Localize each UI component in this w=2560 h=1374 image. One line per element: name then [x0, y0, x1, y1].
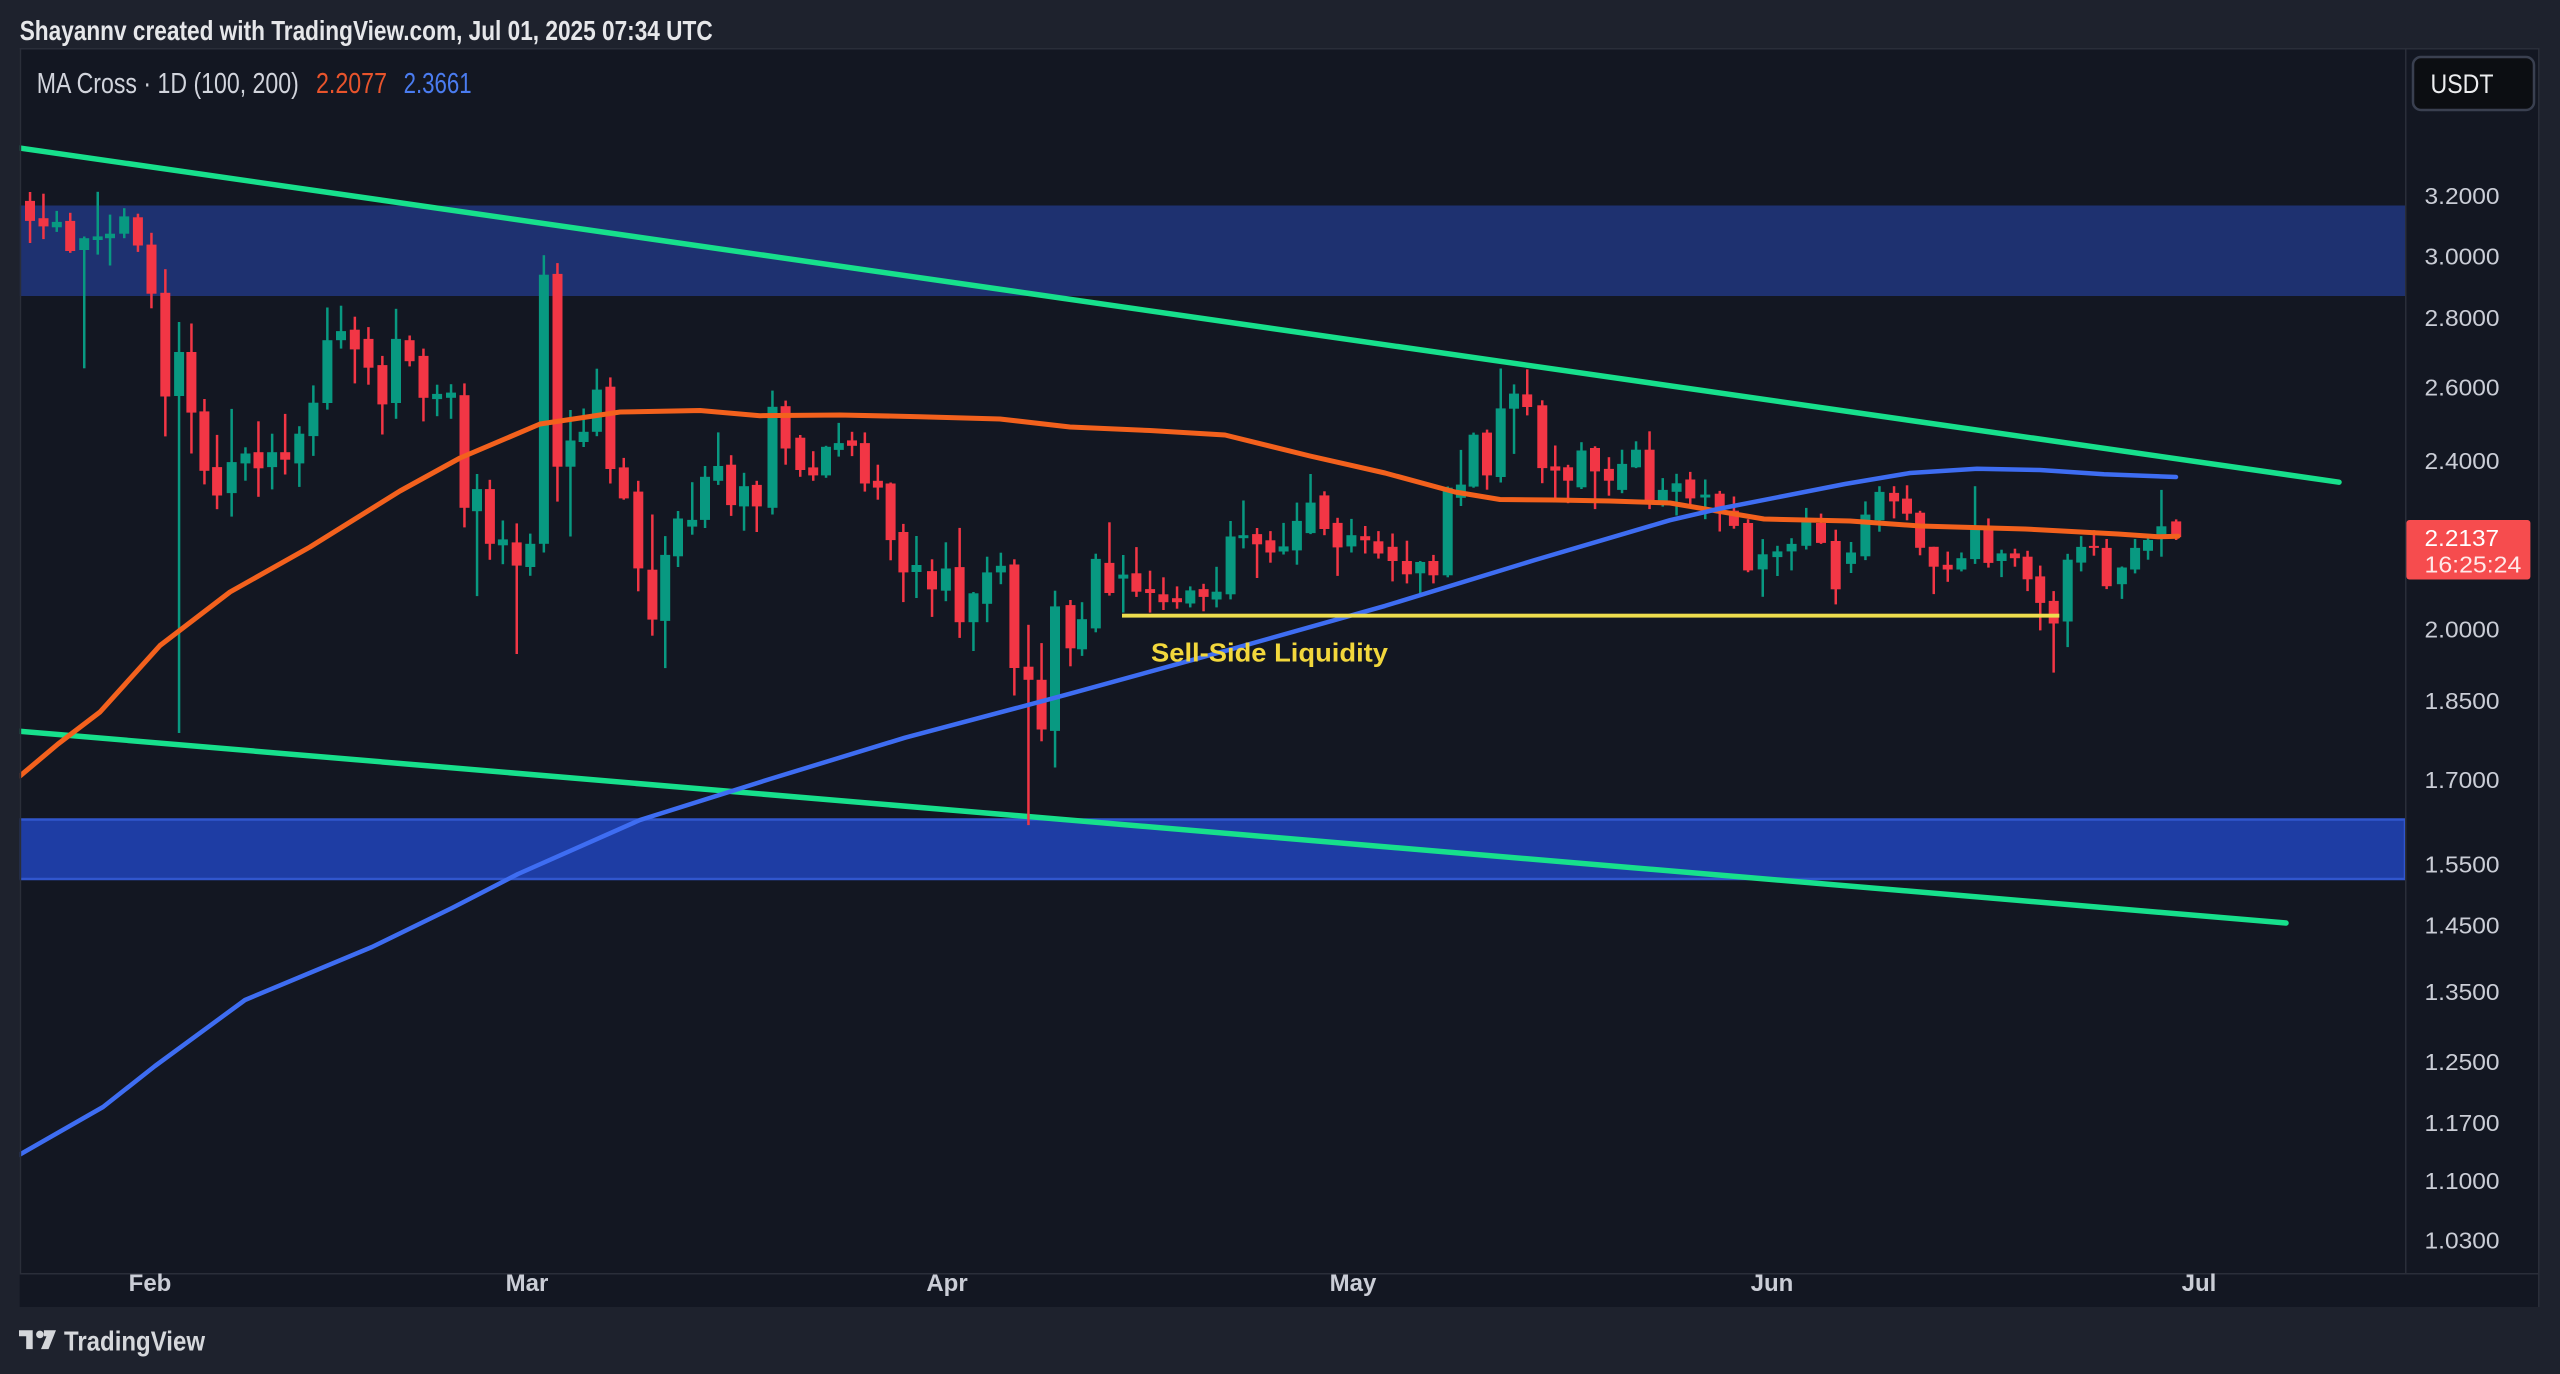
svg-text:2.3661: 2.3661 — [404, 68, 472, 100]
svg-text:2.2077: 2.2077 — [316, 68, 387, 100]
svg-text:2.4000: 2.4000 — [2425, 448, 2500, 474]
svg-text:1.7000: 1.7000 — [2425, 767, 2500, 793]
svg-text:Jul: Jul — [2182, 1270, 2217, 1297]
svg-text:1.3500: 1.3500 — [2425, 979, 2500, 1005]
svg-text:3.2000: 3.2000 — [2425, 183, 2500, 209]
svg-text:1.1000: 1.1000 — [2425, 1168, 2500, 1194]
svg-text:3.0000: 3.0000 — [2425, 244, 2500, 270]
svg-text:USDT: USDT — [2431, 69, 2494, 99]
svg-text:2.6000: 2.6000 — [2425, 375, 2500, 401]
svg-text:1.0300: 1.0300 — [2425, 1228, 2500, 1254]
svg-text:Jun: Jun — [1751, 1270, 1794, 1297]
svg-text:2.0000: 2.0000 — [2425, 617, 2500, 643]
svg-text:16:25:24: 16:25:24 — [2425, 552, 2522, 578]
svg-text:2.8000: 2.8000 — [2425, 305, 2500, 331]
svg-text:Apr: Apr — [926, 1270, 967, 1297]
svg-text:2.2137: 2.2137 — [2425, 525, 2500, 551]
svg-text:MA Cross · 1D (100, 200): MA Cross · 1D (100, 200) — [37, 68, 299, 100]
svg-text:TradingView: TradingView — [64, 1326, 205, 1357]
svg-text:Mar: Mar — [506, 1270, 549, 1297]
svg-text:Feb: Feb — [129, 1270, 172, 1297]
svg-text:1.5500: 1.5500 — [2425, 852, 2500, 878]
svg-text:1.1700: 1.1700 — [2425, 1110, 2500, 1136]
svg-text:Sell-Side Liquidity: Sell-Side Liquidity — [1151, 638, 1389, 668]
svg-text:May: May — [1330, 1270, 1377, 1297]
svg-text:Shayannv created with TradingV: Shayannv created with TradingView.com, J… — [20, 15, 713, 46]
svg-text:1.8500: 1.8500 — [2425, 688, 2500, 714]
svg-text:1.4500: 1.4500 — [2425, 913, 2500, 939]
svg-text:1.2500: 1.2500 — [2425, 1049, 2500, 1075]
